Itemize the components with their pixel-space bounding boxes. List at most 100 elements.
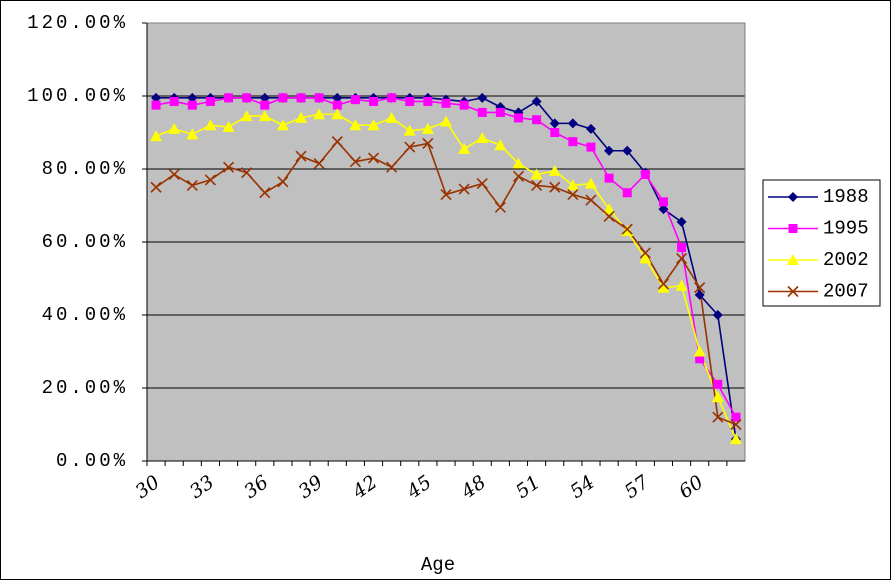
- marker: [259, 92, 270, 103]
- marker: [658, 197, 668, 207]
- marker: [369, 96, 379, 106]
- marker: [459, 100, 469, 110]
- marker: [549, 118, 560, 129]
- marker: [512, 170, 525, 182]
- marker: [476, 178, 488, 190]
- legend-marker: [787, 285, 799, 298]
- marker: [276, 119, 289, 131]
- marker: [186, 128, 199, 140]
- marker: [151, 100, 161, 110]
- marker: [694, 282, 706, 294]
- marker: [731, 412, 741, 422]
- y-tick-label: 60.00%: [42, 231, 128, 253]
- marker: [458, 142, 471, 154]
- marker: [350, 95, 360, 105]
- marker: [423, 96, 433, 106]
- marker: [241, 167, 253, 179]
- marker: [622, 145, 633, 156]
- marker: [657, 281, 670, 293]
- marker: [658, 204, 669, 215]
- marker: [495, 107, 505, 117]
- marker: [421, 122, 434, 134]
- y-tick-label: 40.00%: [42, 304, 128, 326]
- x-axis-title: Age: [421, 554, 455, 576]
- marker: [151, 92, 162, 103]
- marker: [277, 176, 289, 188]
- marker: [677, 242, 687, 252]
- marker: [242, 93, 252, 103]
- marker: [313, 108, 326, 120]
- marker: [567, 118, 578, 129]
- marker: [550, 128, 560, 137]
- marker: [639, 247, 651, 259]
- marker: [403, 124, 416, 136]
- marker: [639, 252, 652, 264]
- marker: [712, 310, 723, 320]
- marker: [331, 108, 344, 120]
- marker: [531, 96, 542, 107]
- marker: [331, 136, 343, 148]
- marker: [168, 122, 181, 134]
- marker: [730, 418, 742, 431]
- marker: [222, 121, 235, 133]
- marker: [531, 179, 543, 191]
- marker: [694, 289, 705, 300]
- marker: [440, 188, 452, 201]
- marker: [204, 119, 217, 131]
- marker: [441, 98, 451, 108]
- legend-label: 1988: [823, 186, 869, 208]
- marker: [693, 345, 706, 357]
- marker: [386, 161, 398, 173]
- marker: [585, 194, 597, 206]
- marker: [675, 279, 688, 291]
- y-tick-label: 20.00%: [42, 377, 128, 399]
- marker: [622, 188, 632, 198]
- marker: [566, 179, 579, 191]
- marker: [240, 110, 253, 122]
- legend-marker: [787, 254, 799, 265]
- marker: [349, 119, 362, 131]
- marker: [278, 93, 288, 103]
- marker: [604, 173, 614, 183]
- marker: [458, 183, 470, 195]
- marker: [258, 110, 271, 122]
- marker: [640, 169, 650, 179]
- y-tick-label: 100.00%: [27, 85, 128, 107]
- marker: [205, 96, 215, 106]
- marker: [603, 203, 616, 215]
- y-tick-label: 0.00%: [56, 450, 128, 472]
- marker: [187, 92, 198, 103]
- y-tick-label: 80.00%: [42, 158, 128, 180]
- marker: [204, 174, 216, 186]
- legend-box: [762, 179, 881, 307]
- marker: [494, 201, 506, 213]
- marker: [657, 278, 670, 290]
- marker: [385, 111, 398, 123]
- marker: [349, 156, 361, 168]
- marker: [585, 123, 596, 134]
- legend-label: 2007: [823, 281, 869, 303]
- legend-label: 2002: [823, 249, 869, 271]
- marker: [296, 93, 306, 103]
- marker: [332, 100, 342, 110]
- marker: [405, 96, 415, 106]
- marker: [494, 139, 507, 151]
- marker: [313, 157, 325, 170]
- marker: [404, 141, 416, 153]
- marker: [532, 115, 542, 125]
- marker: [314, 93, 324, 103]
- marker: [621, 223, 633, 235]
- marker: [186, 179, 198, 191]
- legend-marker: [788, 224, 798, 233]
- marker: [512, 157, 525, 169]
- marker: [332, 92, 343, 103]
- marker: [295, 111, 308, 123]
- marker: [604, 145, 615, 156]
- marker: [476, 131, 489, 143]
- marker: [477, 107, 487, 117]
- legend-label: 1995: [823, 218, 869, 240]
- y-tick-label: 120.00%: [27, 12, 128, 34]
- marker: [568, 137, 578, 147]
